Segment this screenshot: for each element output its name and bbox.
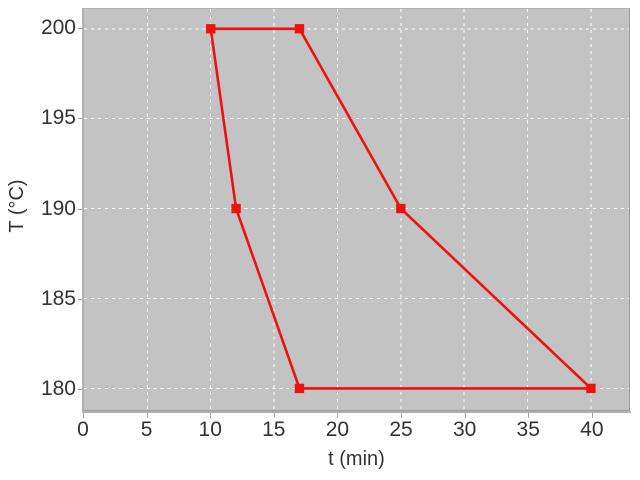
y-tick-label: 200 xyxy=(40,15,76,39)
x-tick-label: 15 xyxy=(262,418,286,441)
x-tick-mark xyxy=(528,413,529,418)
x-tick-mark xyxy=(337,413,338,418)
y-tick-mark xyxy=(78,389,83,390)
x-tick-mark xyxy=(210,413,211,418)
y-tick-mark xyxy=(78,28,83,29)
y-axis-title-holder: T (°C) xyxy=(0,0,34,411)
x-tick-label: 25 xyxy=(389,418,413,441)
y-tick-label: 185 xyxy=(40,286,76,310)
x-axis-title: t (min) xyxy=(328,448,385,470)
y-axis-ticks: 180 185 190 195 200 xyxy=(0,0,76,480)
x-tick-mark xyxy=(274,413,275,418)
x-tick-label: 30 xyxy=(452,418,477,441)
x-tick-label: 10 xyxy=(198,418,222,441)
x-tick-mark xyxy=(147,413,148,418)
x-tick-mark xyxy=(401,413,402,418)
y-tick-label: 190 xyxy=(40,196,76,220)
x-tick-label: 40 xyxy=(580,418,604,441)
y-tick-mark xyxy=(78,118,83,119)
y-tick-mark xyxy=(78,299,83,300)
x-tick-mark xyxy=(83,413,84,418)
y-tick-mark xyxy=(78,209,83,210)
x-tick-label: 35 xyxy=(516,418,540,441)
x-tick-mark xyxy=(592,413,593,418)
y-axis-title: T (°C) xyxy=(6,178,28,233)
x-axis-spine xyxy=(82,411,631,413)
y-tick-label: 180 xyxy=(40,377,76,401)
x-tick-mark xyxy=(465,413,466,418)
x-tick-label: 20 xyxy=(325,418,350,441)
y-tick-label: 195 xyxy=(40,106,76,130)
data-series-temperature-profile xyxy=(206,24,596,394)
y-axis-spine xyxy=(82,8,84,412)
plot-area xyxy=(83,8,630,411)
x-tick-label: 0 xyxy=(77,418,89,441)
x-tick-label: 5 xyxy=(140,418,153,441)
